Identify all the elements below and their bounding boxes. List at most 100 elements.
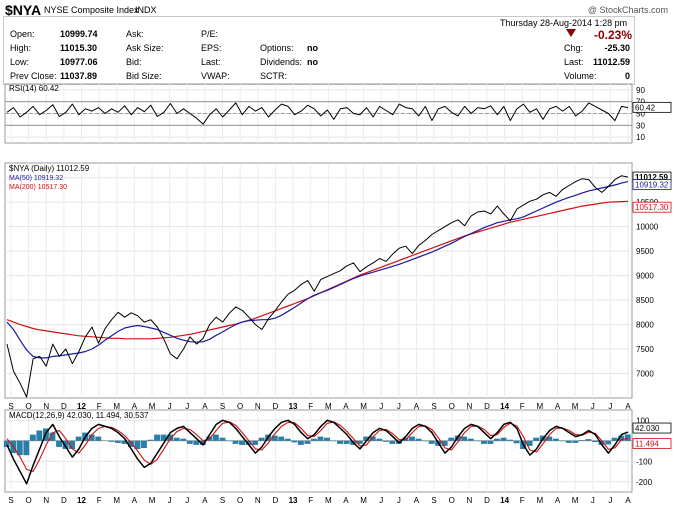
- macd-histogram-bar: [199, 440, 206, 445]
- macd-histogram-bar: [324, 437, 330, 441]
- x-tick-label: J: [397, 402, 401, 411]
- x-tick-label: 14: [500, 402, 509, 411]
- x-tick-label: N: [43, 496, 49, 505]
- x-tick-label: M: [360, 496, 367, 505]
- x-tick-label: F: [520, 496, 525, 505]
- y-tick-label: 7000: [636, 370, 654, 379]
- quote-label: Dividends:: [260, 57, 303, 67]
- last-value-tag: [632, 438, 672, 449]
- x-tick-label: S: [431, 496, 436, 505]
- x-tick-label: J: [608, 496, 612, 505]
- quote-label: Options:: [260, 43, 294, 53]
- y-tick-label: -100: [636, 457, 653, 466]
- macd-histogram-bar: [186, 440, 193, 444]
- quote-label: Bid:: [126, 57, 142, 67]
- x-tick-label: A: [555, 402, 561, 411]
- x-tick-label: N: [255, 402, 261, 411]
- last-value-text: 11012.59: [635, 173, 668, 182]
- x-tick-label: A: [625, 402, 631, 411]
- macd-histogram-bar: [232, 440, 239, 444]
- quote-pct-change: -0.23%: [594, 28, 633, 42]
- x-tick-label: J: [168, 402, 172, 411]
- quote-label: Volume:: [564, 71, 597, 81]
- macd-histogram-bar: [49, 432, 56, 441]
- macd-histogram-bar: [343, 440, 350, 444]
- macd-histogram-bar: [121, 440, 128, 444]
- macd-histogram-bar: [337, 440, 343, 444]
- quote-value: 11012.59: [592, 57, 630, 67]
- macd-histogram-bar: [62, 440, 69, 449]
- macd-histogram-bar: [611, 437, 618, 441]
- macd-histogram-bar: [252, 440, 259, 445]
- macd-histogram-bar: [147, 439, 154, 441]
- x-tick-label: S: [220, 402, 225, 411]
- x-tick-label: N: [466, 402, 472, 411]
- macd-histogram-bar: [154, 434, 160, 441]
- stockcharts-watermark: @ StockCharts.com: [587, 5, 668, 15]
- macd-histogram-bar: [75, 436, 82, 441]
- quote-value: no: [307, 43, 318, 53]
- macd-histogram-bar: [513, 440, 520, 444]
- macd-histogram-bar: [134, 440, 141, 449]
- macd-histogram-bar: [193, 440, 200, 445]
- macd-histogram-bar: [317, 436, 324, 441]
- rsi-title: RSI(14) 60.42: [9, 84, 59, 93]
- quote-value: 10977.06: [60, 57, 98, 67]
- x-tick-label: O: [449, 402, 455, 411]
- quote-value: no: [307, 57, 318, 67]
- x-tick-label: M: [325, 402, 332, 411]
- macd-histogram-bar: [487, 440, 494, 444]
- macd-histogram-bar: [461, 436, 468, 441]
- macd-histogram-bar: [428, 440, 435, 444]
- x-tick-label: S: [431, 402, 436, 411]
- x-tick-label: A: [555, 496, 561, 505]
- x-tick-label: A: [132, 496, 138, 505]
- y-tick-label: 8000: [636, 321, 654, 330]
- macd-histogram-bar: [36, 430, 43, 441]
- x-tick-label: 12: [77, 402, 86, 411]
- x-tick-label: F: [97, 496, 102, 505]
- panel-frame: [4, 409, 633, 493]
- macd-histogram-bar: [297, 440, 304, 445]
- y-tick-label: 50: [636, 110, 645, 119]
- x-tick-label: A: [343, 496, 349, 505]
- last-value-text: 10919.32: [635, 181, 669, 190]
- y-tick-label: 30: [636, 121, 645, 130]
- x-tick-label: D: [61, 496, 67, 505]
- macd-histogram-bar: [29, 434, 36, 441]
- macd-histogram-bar: [552, 438, 559, 441]
- quote-label: Last:: [564, 57, 584, 67]
- x-tick-label: A: [414, 402, 420, 411]
- last-value-text: 42.030: [635, 424, 660, 433]
- x-tick-label: N: [466, 496, 472, 505]
- x-tick-label: J: [168, 496, 172, 505]
- macd-histogram-bar: [618, 435, 625, 441]
- macd-histogram-bar: [376, 438, 383, 441]
- x-tick-label: D: [484, 402, 490, 411]
- macd-histogram-bar: [579, 440, 585, 441]
- x-tick-label: F: [308, 496, 313, 505]
- macd-histogram-bar: [585, 439, 592, 441]
- quote-label: P/E:: [201, 29, 219, 39]
- x-tick-label: A: [414, 496, 420, 505]
- quote-label: Ask:: [126, 29, 144, 39]
- y-tick-label: 90: [636, 86, 645, 95]
- quote-label: Last:: [201, 57, 221, 67]
- quote-label: Low:: [10, 57, 30, 67]
- macd-histogram-bar: [409, 436, 415, 441]
- series-line-macd12269: [6, 419, 629, 485]
- y-tick-label: 10: [636, 133, 645, 142]
- x-tick-label: N: [255, 496, 261, 505]
- macd-histogram-bar: [382, 440, 389, 442]
- quote-label: High:: [10, 43, 32, 53]
- last-value-tag: [632, 201, 672, 213]
- macd-histogram-bar: [141, 440, 147, 448]
- x-tick-label: J: [397, 496, 401, 505]
- macd-histogram-bar: [239, 440, 245, 445]
- x-tick-label: M: [360, 402, 367, 411]
- x-tick-label: M: [113, 496, 120, 505]
- macd-histogram-bar: [114, 440, 121, 443]
- x-tick-label: N: [43, 402, 49, 411]
- last-value-tag: [632, 101, 672, 113]
